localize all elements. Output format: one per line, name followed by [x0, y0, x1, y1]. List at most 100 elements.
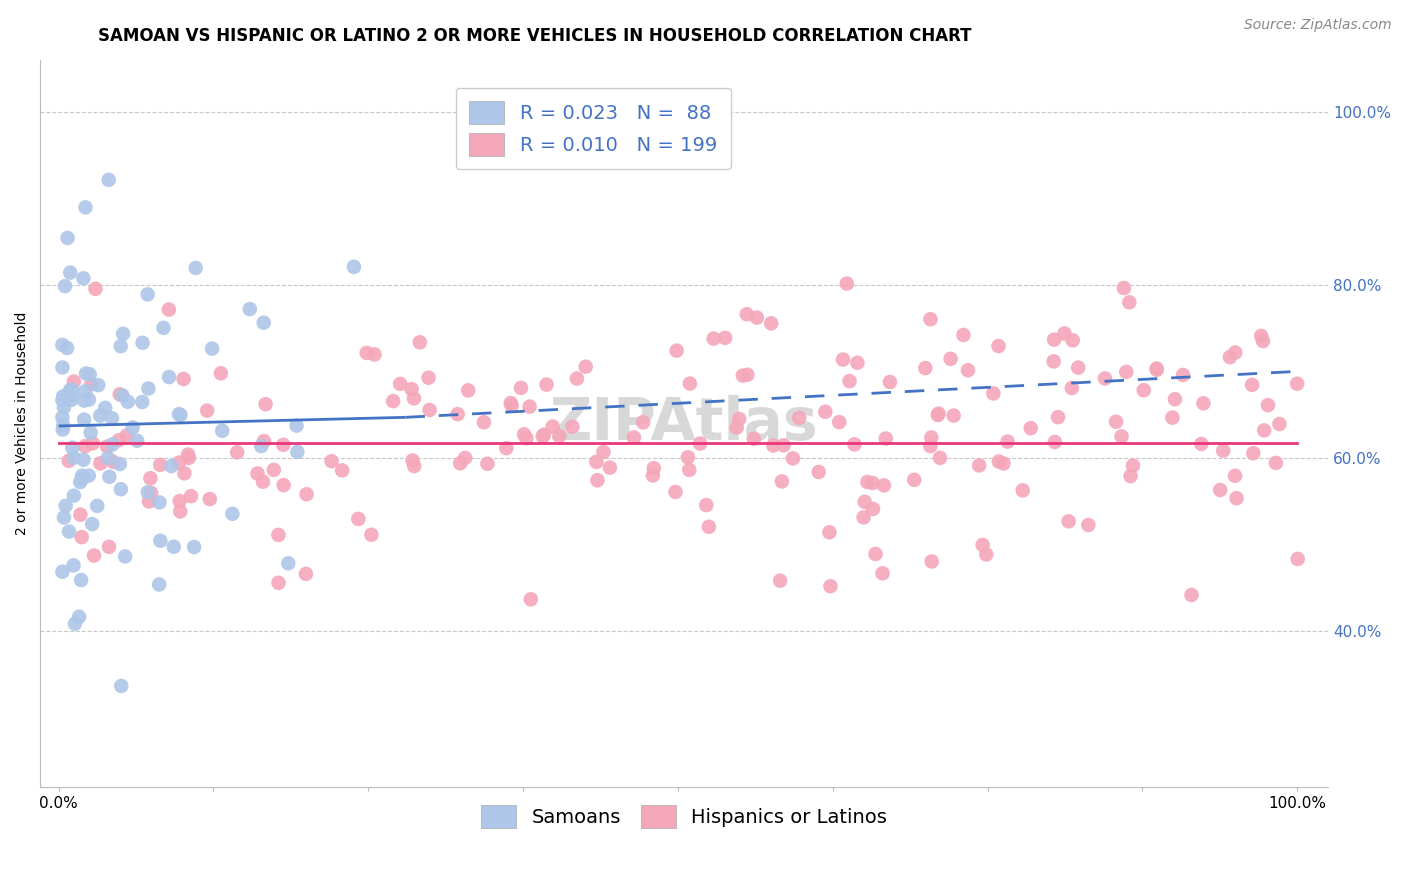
Point: [198, 491, 221, 506]
Point: [62, 383, 84, 397]
Point: [974, 548, 997, 562]
Point: [110, 679, 132, 693]
Point: [363, 347, 385, 361]
Point: [531, 429, 554, 443]
Point: [141, 486, 163, 500]
Point: [55, 499, 77, 513]
Point: [138, 382, 160, 396]
Point: [1060, 381, 1083, 395]
Point: [148, 495, 170, 509]
Point: [80, 376, 103, 391]
Point: [1219, 350, 1241, 364]
Point: [152, 321, 174, 335]
Point: [402, 392, 425, 406]
Point: [697, 520, 720, 534]
Point: [63, 375, 86, 389]
Point: [97, 173, 120, 187]
Point: [69, 508, 91, 522]
Point: [745, 310, 768, 325]
Point: [98, 470, 121, 484]
Point: [404, 458, 426, 473]
Point: [853, 495, 876, 509]
Point: [62, 389, 84, 403]
Point: [254, 397, 277, 411]
Point: [972, 538, 994, 552]
Point: [1043, 333, 1066, 347]
Point: [382, 394, 405, 409]
Point: [52, 389, 75, 403]
Point: [167, 456, 190, 470]
Point: [1268, 417, 1291, 431]
Point: [875, 432, 897, 446]
Point: [73, 412, 96, 426]
Point: [330, 463, 353, 477]
Point: [56, 231, 79, 245]
Point: [418, 370, 440, 384]
Point: [520, 592, 543, 607]
Point: [731, 368, 754, 383]
Point: [631, 416, 654, 430]
Point: [447, 407, 470, 421]
Point: [163, 540, 186, 554]
Point: [762, 438, 785, 452]
Point: [844, 437, 866, 451]
Point: [389, 376, 412, 391]
Point: [184, 260, 207, 275]
Point: [52, 401, 75, 415]
Point: [77, 468, 100, 483]
Point: [1042, 354, 1064, 368]
Point: [1180, 588, 1202, 602]
Point: [169, 494, 191, 508]
Point: [997, 434, 1019, 449]
Point: [782, 451, 804, 466]
Point: [872, 566, 894, 581]
Point: [263, 463, 285, 477]
Point: [1019, 421, 1042, 435]
Point: [1251, 334, 1274, 348]
Point: [1225, 491, 1247, 506]
Text: Source: ZipAtlas.com: Source: ZipAtlas.com: [1244, 18, 1392, 32]
Point: [347, 512, 370, 526]
Point: [58, 524, 80, 539]
Point: [787, 410, 810, 425]
Point: [409, 335, 432, 350]
Point: [167, 407, 190, 421]
Point: [623, 430, 645, 444]
Point: [728, 412, 751, 426]
Point: [814, 405, 837, 419]
Point: [97, 450, 120, 465]
Point: [70, 573, 93, 587]
Point: [72, 271, 94, 285]
Point: [665, 343, 688, 358]
Point: [115, 428, 138, 442]
Point: [454, 450, 477, 465]
Point: [967, 458, 990, 473]
Point: [714, 331, 737, 345]
Point: [879, 375, 901, 389]
Point: [211, 424, 233, 438]
Point: [807, 465, 830, 479]
Point: [983, 386, 1005, 401]
Point: [149, 458, 172, 472]
Point: [79, 425, 101, 440]
Point: [250, 439, 273, 453]
Point: [177, 448, 200, 462]
Point: [548, 429, 571, 443]
Point: [111, 388, 134, 402]
Point: [873, 478, 896, 492]
Point: [401, 382, 423, 396]
Point: [173, 467, 195, 481]
Point: [920, 312, 942, 326]
Point: [565, 371, 588, 385]
Point: [927, 408, 949, 422]
Point: [112, 326, 135, 341]
Text: ZIPAtlas: ZIPAtlas: [550, 395, 818, 452]
Point: [51, 410, 73, 425]
Point: [180, 489, 202, 503]
Point: [1146, 362, 1168, 376]
Point: [160, 459, 183, 474]
Point: [575, 359, 598, 374]
Point: [759, 316, 782, 330]
Point: [108, 433, 131, 447]
Point: [1253, 423, 1275, 437]
